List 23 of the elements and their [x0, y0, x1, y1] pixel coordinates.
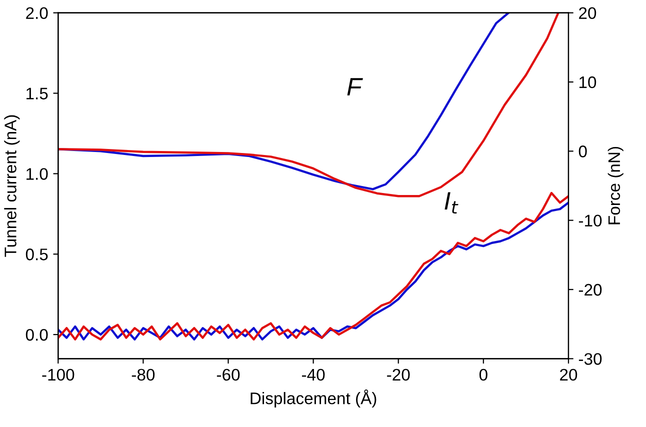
y-tick-label: 2.0 [26, 7, 48, 20]
x-tick-label: -20 [387, 368, 410, 381]
x-tick-label: 0 [479, 368, 488, 381]
y-tick-label: 0.0 [26, 328, 48, 341]
y2-tick-label: -10 [578, 214, 602, 227]
annotation: I$_{t}$ [444, 192, 458, 214]
y2-tick-label: -20 [578, 284, 602, 296]
x-tick-label: -100 [42, 368, 74, 381]
y-tick-label: 1.0 [26, 168, 48, 180]
y2-tick-label: 10 [579, 76, 596, 88]
x-tick-label: 20 [560, 368, 578, 381]
y2-tick-label: -30 [578, 353, 602, 365]
y-tick-label: 0.5 [26, 248, 48, 260]
y-axis-title: Tunnel current (nA) [4, 115, 20, 257]
y2-tick-label: 20 [579, 7, 596, 20]
annotation: F [347, 78, 363, 96]
x-tick-label: -40 [302, 368, 325, 381]
y-tick-label: 1.5 [26, 88, 48, 100]
y2-tick-label: 0 [578, 146, 587, 158]
x-tick-label: -80 [132, 368, 155, 381]
y2-axis-title: Force (nN) [608, 146, 624, 224]
x-tick-label: -60 [216, 368, 240, 381]
x-axis-title: Displacement (Å) [250, 389, 376, 408]
